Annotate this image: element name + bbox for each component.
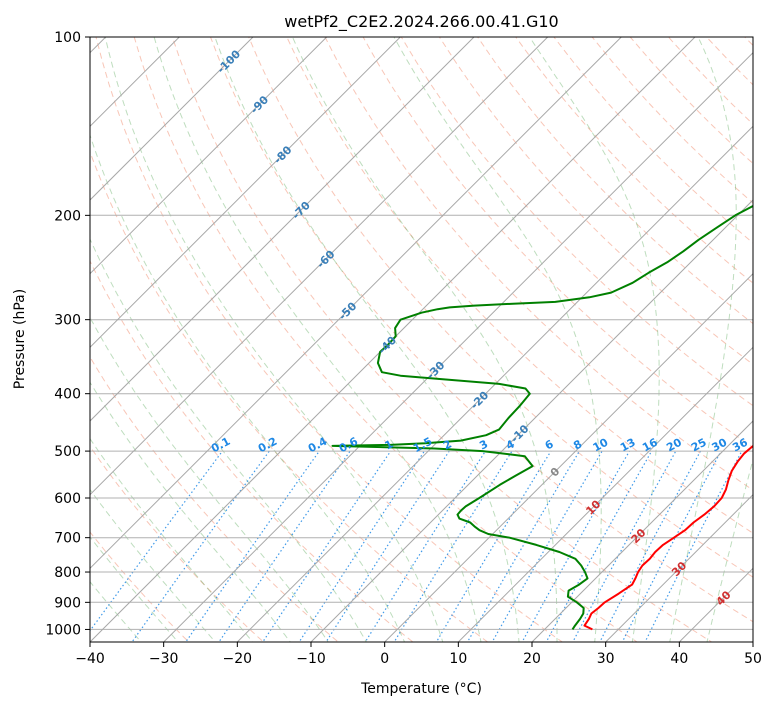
moist-adiabat bbox=[90, 437, 254, 642]
moist-adiabat bbox=[90, 580, 142, 642]
mixing-ratio-label: 13 bbox=[618, 436, 638, 455]
mixing-ratio-label: 16 bbox=[640, 436, 660, 455]
moist-adiabat bbox=[90, 133, 406, 642]
x-axis-ticks: −40 −30 −20 −10 0 10 20 30 40 50 bbox=[75, 642, 762, 667]
isotherm bbox=[90, 37, 254, 201]
moist-adiabat bbox=[90, 488, 216, 642]
isotherm bbox=[236, 125, 753, 642]
y-tick-label: 100 bbox=[54, 30, 81, 46]
y-axis-ticks: 1000 900 800 700 600 500 400 300 200 100 bbox=[45, 30, 90, 638]
dry-adiabat bbox=[438, 37, 753, 366]
mixing-ratio-label: 25 bbox=[689, 436, 709, 455]
isobar-gridlines bbox=[90, 37, 753, 630]
x-tick-label: −30 bbox=[149, 651, 179, 667]
y-tick-label: 600 bbox=[54, 491, 81, 507]
isotherm bbox=[163, 51, 753, 642]
isotherm bbox=[605, 493, 753, 642]
mixing-ratio-label: 10 bbox=[591, 436, 611, 455]
temperature-line bbox=[583, 444, 753, 631]
isotherm bbox=[90, 37, 401, 349]
x-tick-label: 20 bbox=[523, 651, 541, 667]
x-tick-label: −10 bbox=[296, 651, 326, 667]
x-tick-label: 30 bbox=[597, 651, 615, 667]
x-tick-label: −20 bbox=[223, 651, 253, 667]
moist-adiabat bbox=[292, 37, 558, 642]
isotherm bbox=[457, 346, 753, 642]
isotherm bbox=[90, 37, 328, 275]
isotherm bbox=[90, 37, 475, 422]
mixing-ratio-label: 30 bbox=[710, 436, 730, 455]
y-tick-label: 1000 bbox=[45, 622, 81, 638]
dewpoint-line bbox=[331, 204, 753, 630]
moist-adiabat bbox=[90, 381, 291, 642]
y-tick-label: 500 bbox=[54, 444, 81, 460]
sounding-series bbox=[331, 204, 753, 631]
isotherm bbox=[531, 420, 753, 642]
y-axis-label: Pressure (hPa) bbox=[12, 289, 28, 389]
chart-title: wetPf2_C2E2.2024.266.00.41.G10 bbox=[284, 12, 558, 32]
y-tick-label: 200 bbox=[54, 208, 81, 224]
isotherm bbox=[384, 272, 753, 642]
isotherm bbox=[310, 199, 753, 642]
isotherm bbox=[90, 37, 549, 496]
moist-adiabat bbox=[90, 536, 179, 642]
x-tick-label: 50 bbox=[744, 651, 762, 667]
x-tick-label: 40 bbox=[670, 651, 688, 667]
y-tick-label: 800 bbox=[54, 565, 81, 581]
isotherm bbox=[90, 37, 622, 570]
moist-adiabat bbox=[214, 37, 520, 642]
x-tick-label: 10 bbox=[449, 651, 467, 667]
moist-adiabat bbox=[393, 37, 602, 642]
y-tick-label: 300 bbox=[54, 313, 81, 329]
mixing-ratio-label: 20 bbox=[664, 436, 684, 455]
moist-adiabat bbox=[153, 37, 482, 642]
y-tick-label: 400 bbox=[54, 387, 81, 403]
y-tick-label: 700 bbox=[54, 531, 81, 547]
mixing-ratio-label: 36 bbox=[730, 436, 750, 455]
x-axis-label: Temperature (°C) bbox=[360, 681, 482, 697]
x-tick-label: 0 bbox=[380, 651, 389, 667]
moist-adiabat bbox=[529, 37, 660, 642]
plot-frame bbox=[89, 36, 754, 643]
dry-adiabat bbox=[324, 37, 753, 491]
dry-adiabat bbox=[362, 37, 753, 449]
dry-adiabat bbox=[400, 37, 753, 407]
x-tick-label: −40 bbox=[75, 651, 105, 667]
moist-adiabat bbox=[669, 37, 737, 642]
moist-adiabats bbox=[90, 37, 753, 642]
y-tick-label: 900 bbox=[54, 595, 81, 611]
